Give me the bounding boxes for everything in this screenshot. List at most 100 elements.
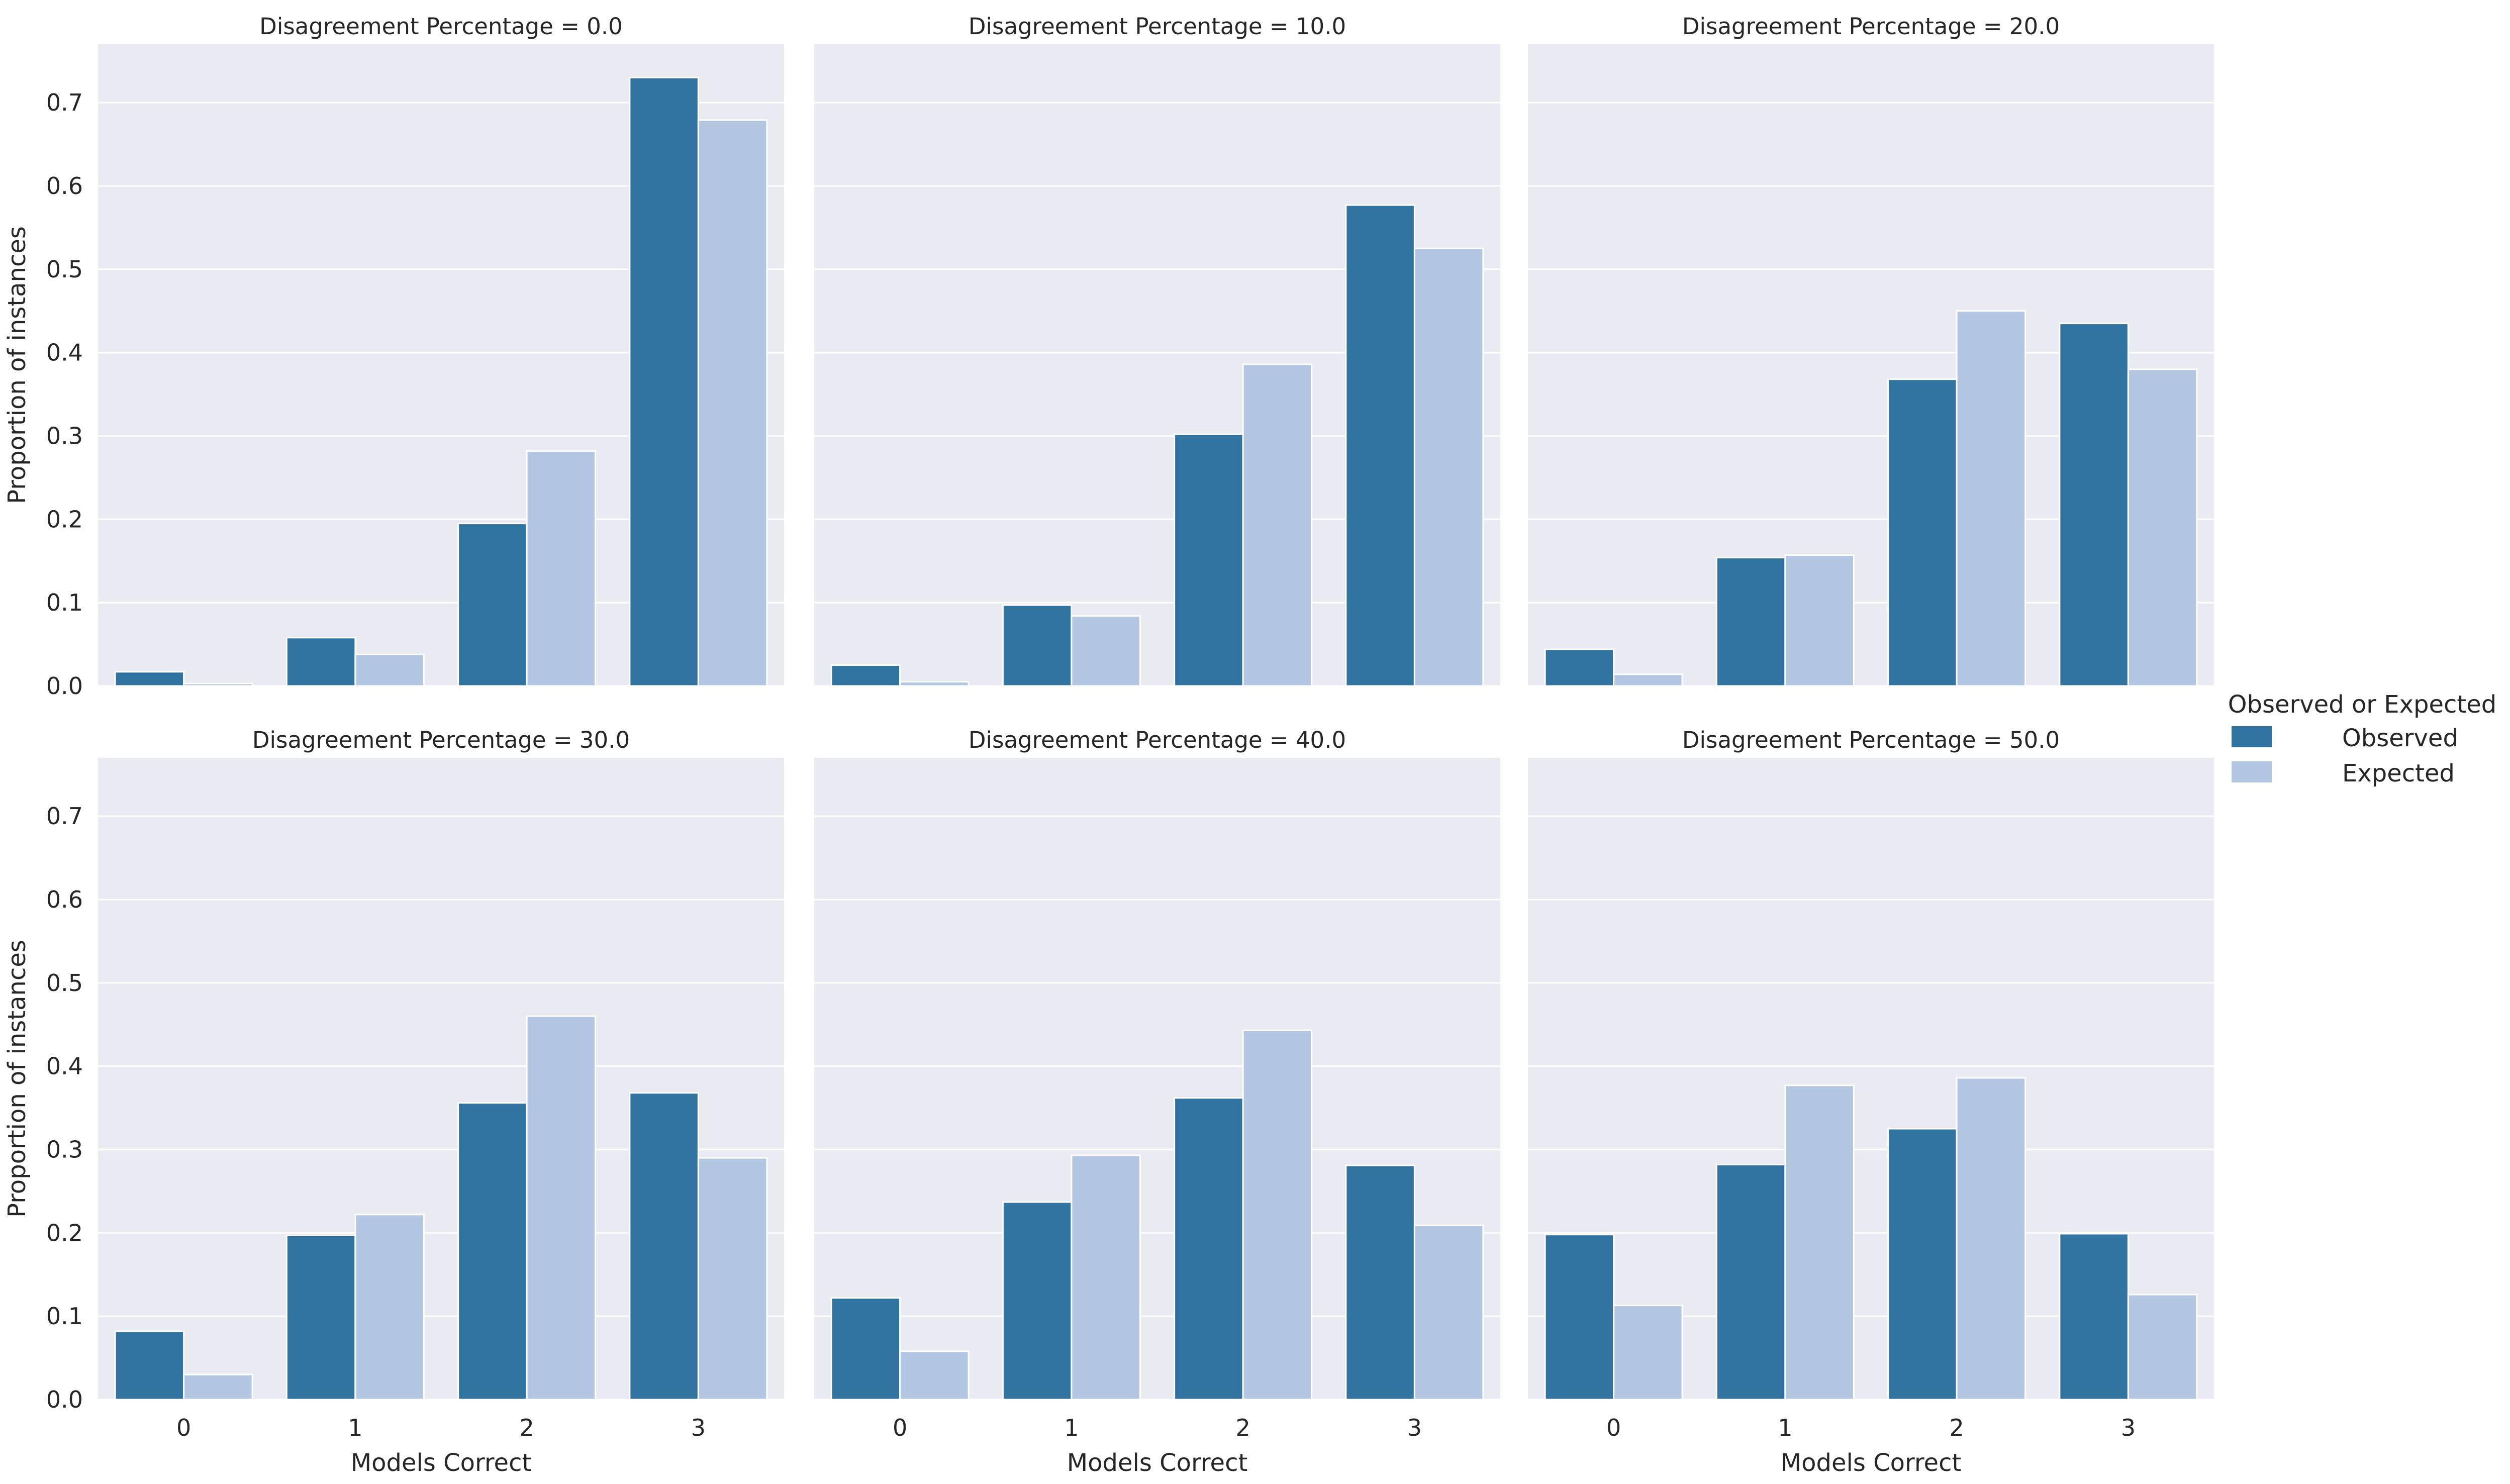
legend-label-expected: Expected (2342, 759, 2455, 787)
bar-observed-1 (1002, 604, 1073, 687)
bar-observed-3 (2059, 1233, 2129, 1401)
x-tick-label: 3 (1407, 1414, 1422, 1441)
bar-expected-1 (1784, 554, 1855, 687)
bar-observed-2 (1174, 1097, 1244, 1401)
x-tick-label: 0 (1606, 1414, 1621, 1441)
bar-expected-1 (1071, 1154, 1141, 1401)
y-tick-label: 0.5 (46, 969, 83, 997)
bar-observed-0 (830, 664, 901, 687)
x-tick-label: 3 (691, 1414, 706, 1441)
bar-observed-0 (1544, 1234, 1615, 1401)
legend-swatch-expected (2232, 761, 2272, 782)
x-axis-label: Models Correct (1781, 1449, 1962, 1477)
bar-observed-3 (1345, 204, 1415, 687)
bar-observed-0 (114, 671, 185, 687)
bar-observed-3 (1345, 1164, 1415, 1401)
bar-observed-2 (457, 523, 528, 687)
bar-expected-3 (697, 119, 768, 687)
y-tick-label: 0.4 (46, 339, 83, 366)
legend: Observed or Expected Observed Expected (2228, 690, 2497, 787)
chart-panel-5: Disagreement Percentage = 50.0 0 1 2 3 Models… (1528, 727, 2214, 1477)
bar-observed-1 (1002, 1201, 1073, 1401)
y-tick-label: 0.3 (46, 422, 83, 449)
x-tick-label: 2 (519, 1414, 534, 1441)
panel-title: Disagreement Percentage = 0.0 (259, 13, 623, 40)
legend-swatch-observed (2232, 726, 2272, 747)
x-tick-label: 1 (348, 1414, 362, 1441)
y-tick-label: 0.7 (46, 803, 83, 830)
chart-panel-2: Disagreement Percentage = 20.0 (1528, 13, 2214, 687)
x-tick-label: 1 (1064, 1414, 1079, 1441)
bar-observed-0 (1544, 648, 1615, 687)
chart-panel-4: Disagreement Percentage = 40.0 0 1 2 3 Models… (814, 727, 1500, 1477)
y-tick-label: 0.0 (46, 1386, 83, 1413)
bar-expected-2 (1956, 310, 2026, 687)
bar-expected-3 (1413, 1224, 1484, 1401)
bar-observed-0 (114, 1330, 185, 1401)
y-tick-label: 0.1 (46, 1303, 83, 1330)
bar-expected-0 (1613, 1305, 1683, 1401)
legend-title: Observed or Expected (2228, 690, 2497, 719)
panel-title: Disagreement Percentage = 10.0 (969, 13, 1346, 40)
x-tick-label: 2 (1949, 1414, 1964, 1441)
panel-title: Disagreement Percentage = 40.0 (969, 727, 1346, 753)
bar-expected-1 (354, 1214, 425, 1401)
chart-panel-1: Disagreement Percentage = 10.0 (814, 13, 1500, 687)
x-tick-label: 1 (1778, 1414, 1792, 1441)
y-tick-label: 0.1 (46, 589, 83, 616)
y-tick-label: 0.6 (46, 886, 83, 913)
bar-expected-2 (526, 1015, 597, 1401)
bar-expected-2 (1956, 1077, 2026, 1401)
bar-expected-1 (1784, 1084, 1855, 1401)
bar-expected-2 (526, 450, 597, 687)
y-tick-label: 0.2 (46, 506, 83, 533)
bar-expected-0 (1613, 673, 1683, 687)
bar-expected-1 (354, 653, 425, 687)
bar-observed-1 (1715, 557, 1786, 687)
bar-expected-0 (899, 1350, 970, 1401)
y-tick-label: 0.3 (46, 1136, 83, 1163)
y-tick-label: 0.5 (46, 256, 83, 283)
bar-observed-3 (629, 1092, 699, 1401)
bar-expected-3 (2127, 1294, 2198, 1401)
x-axis-label: Models Correct (1067, 1449, 1248, 1477)
y-tick-label: 0.4 (46, 1053, 83, 1080)
panel-title: Disagreement Percentage = 20.0 (1682, 13, 2060, 40)
chart-panel-3: 0.0 0.1 0.2 0.3 0.4 0.5 0.6 0.7 Proportion of in… (3, 727, 784, 1477)
x-tick-label: 3 (2121, 1414, 2136, 1441)
bar-expected-0 (183, 1373, 253, 1401)
bar-observed-3 (2059, 323, 2129, 687)
bar-observed-2 (457, 1102, 528, 1401)
bar-observed-1 (285, 1234, 356, 1401)
bar-expected-0 (899, 681, 970, 687)
bar-expected-1 (1071, 615, 1141, 687)
legend-label-observed: Observed (2342, 724, 2458, 752)
bar-observed-0 (830, 1297, 901, 1401)
bar-observed-2 (1174, 433, 1244, 687)
x-axis-label: Models Correct (351, 1449, 532, 1477)
bar-expected-3 (1413, 247, 1484, 687)
chart-panels: 0.0 0.1 0.2 0.3 0.4 0.5 0.6 0.7 Proportion of in… (3, 13, 2214, 1477)
bar-observed-3 (629, 76, 699, 687)
x-tick-label: 0 (176, 1414, 191, 1441)
y-axis-label: Proportion of instances (3, 226, 31, 504)
x-tick-label: 0 (893, 1414, 907, 1441)
y-axis-label: Proportion of instances (3, 940, 31, 1218)
y-tick-label: 0.2 (46, 1219, 83, 1246)
bar-expected-2 (1242, 1029, 1313, 1401)
y-tick-label: 0.7 (46, 89, 83, 116)
panel-title: Disagreement Percentage = 50.0 (1682, 727, 2060, 753)
bar-observed-2 (1887, 378, 1958, 687)
bar-observed-1 (285, 637, 356, 687)
bar-expected-0 (183, 682, 253, 687)
panel-title: Disagreement Percentage = 30.0 (252, 727, 630, 753)
y-tick-label: 0.6 (46, 172, 83, 200)
x-tick-label: 2 (1235, 1414, 1250, 1441)
bar-observed-1 (1715, 1163, 1786, 1401)
y-tick-label: 0.0 (46, 672, 83, 700)
bar-expected-3 (697, 1157, 768, 1401)
bar-expected-2 (1242, 363, 1313, 687)
chart-panel-0: 0.0 0.1 0.2 0.3 0.4 0.5 0.6 0.7 Proportion of in… (3, 13, 784, 700)
bar-observed-2 (1887, 1128, 1958, 1401)
